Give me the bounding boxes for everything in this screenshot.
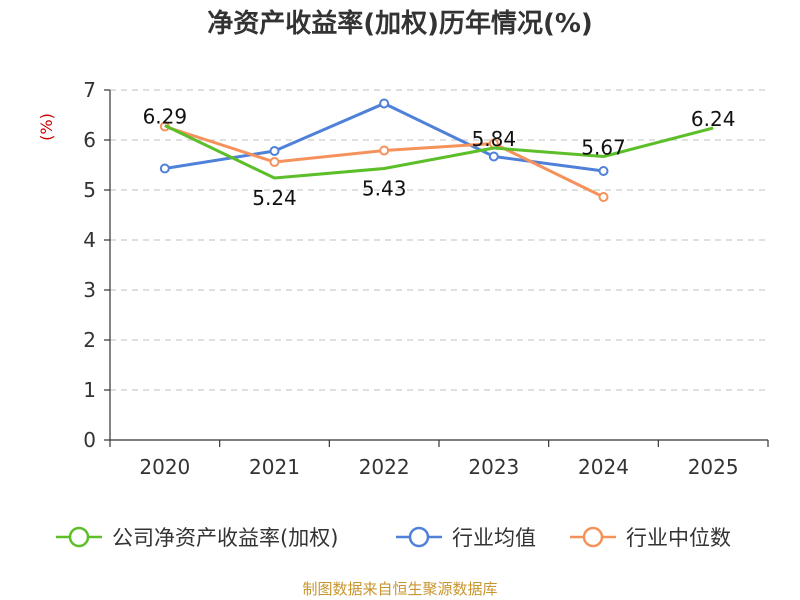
y-tick-label-2: 2 [83,328,96,352]
y-tick-label-5: 5 [83,178,96,202]
chart-title: 净资产收益率(加权)历年情况(%) [207,8,593,39]
series-2-point-2021 [269,157,280,167]
legend-label-2: 行业中位数 [626,526,731,550]
y-tick-label-1: 1 [83,378,96,402]
y-tick-label-6: 6 [83,128,96,152]
series-2-point-2024 [598,192,609,202]
y-tick-label-7: 7 [83,78,96,102]
data-labels: 6.29 5.24 5.43 5.84 5.67 6.24 [143,105,736,211]
source-note: 制图数据来自恒生聚源数据库 [302,580,497,598]
legend: 公司净资产收益率(加权) 行业均值 行业中位数 [56,526,731,550]
legend-marker-1 [408,526,430,548]
legend-label-1: 行业均值 [452,526,536,550]
series-1-point-2020 [159,163,170,174]
data-label-2022: 5.43 [362,177,407,201]
x-tick-label-2024: 2024 [578,455,629,479]
y-tick-label-4: 4 [83,228,96,252]
legend-label-0: 公司净资产收益率(加权) [112,526,338,550]
series-2-point-2022 [379,145,390,156]
x-tick-label-2021: 2021 [249,455,300,479]
y-tick-label-0: 0 [83,428,96,452]
series-1-point-2024 [598,166,609,176]
series-1-point-2022 [379,98,390,109]
y-axis-unit: (%) [37,113,56,141]
x-tick-label-2025: 2025 [688,455,739,479]
x-tick-label-2020: 2020 [139,455,190,479]
data-label-2020: 6.29 [143,105,188,129]
data-label-2023: 5.84 [472,127,517,151]
legend-marker-0 [68,526,90,548]
series-1-point-2021 [269,146,280,156]
data-label-2024: 5.67 [581,136,626,160]
series-1-point-2023 [488,151,499,162]
data-label-2025: 6.24 [691,107,736,131]
axes: 0 1 2 3 4 5 6 7 2020 2021 2022 2023 2024 2025 [83,78,769,479]
legend-marker-2 [582,526,604,548]
data-label-2021: 5.24 [252,186,297,210]
series-line-0 [164,124,714,180]
grid-lines [110,89,768,391]
series-line-1 [164,102,604,173]
series-group [159,98,714,202]
y-tick-label-3: 3 [83,278,96,302]
x-tick-label-2023: 2023 [468,455,519,479]
x-tick-label-2022: 2022 [359,455,410,479]
